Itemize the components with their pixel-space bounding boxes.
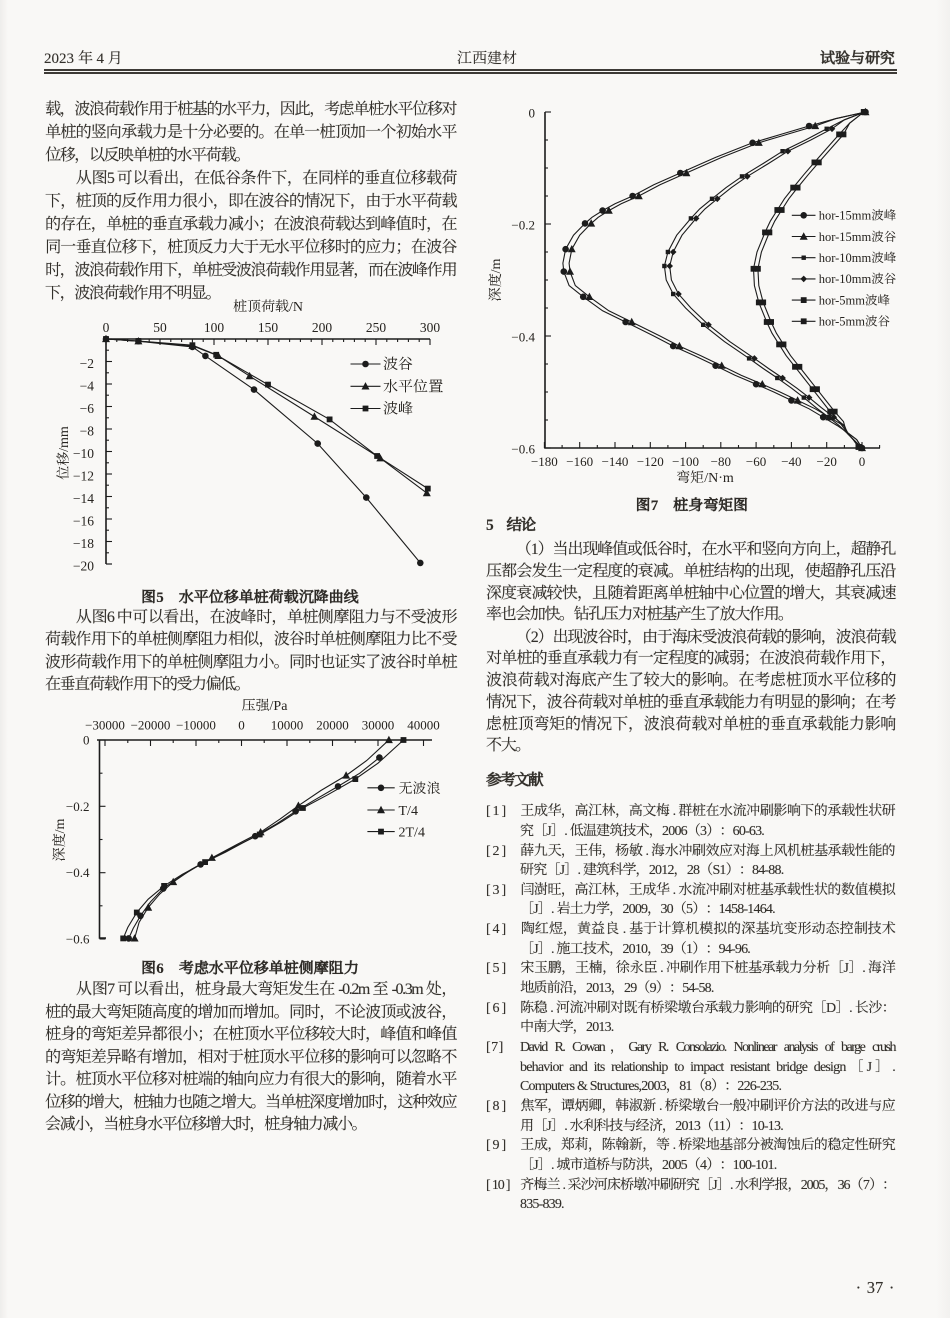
svg-text:−0.6: −0.6 [511,442,535,457]
svg-text:深度/m: 深度/m [485,259,505,302]
svg-text:−80: −80 [711,454,731,469]
svg-text:0: 0 [859,454,866,469]
svg-text:−14: −14 [73,491,94,506]
svg-text:−180: −180 [531,454,558,469]
svg-text:波峰: 波峰 [383,398,413,419]
svg-text:hor-10mm波峰: hor-10mm波峰 [819,248,897,266]
svg-text:−20000: −20000 [131,718,171,733]
svg-text:100: 100 [204,320,225,335]
svg-text:hor-5mm波谷: hor-5mm波谷 [819,312,891,330]
svg-text:200: 200 [312,320,333,335]
svg-text:−20: −20 [73,559,94,574]
svg-text:0: 0 [529,106,536,121]
svg-text:−100: −100 [672,454,699,469]
svg-text:hor-15mm波峰: hor-15mm波峰 [819,206,897,224]
svg-text:hor-5mm波峰: hor-5mm波峰 [819,290,891,308]
svg-text:−8: −8 [80,424,95,439]
svg-text:压强/Pa: 压强/Pa [242,695,289,715]
svg-text:−16: −16 [73,514,94,529]
svg-text:波谷: 波谷 [383,353,413,374]
svg-text:0: 0 [238,718,245,733]
svg-text:桩顶荷载/N: 桩顶荷载/N [233,296,303,316]
svg-text:30000: 30000 [362,718,395,733]
svg-text:−0.4: −0.4 [66,865,90,880]
svg-text:hor-15mm波谷: hor-15mm波谷 [819,227,897,245]
svg-text:−18: −18 [73,536,94,551]
svg-text:−10000: −10000 [176,718,216,733]
svg-text:−0.6: −0.6 [66,932,90,947]
svg-text:−0.2: −0.2 [511,218,535,233]
svg-text:−140: −140 [602,454,629,469]
svg-text:−160: −160 [566,454,593,469]
svg-text:−0.2: −0.2 [66,799,90,814]
svg-text:20000: 20000 [316,718,349,733]
svg-text:弯矩/N·m: 弯矩/N·m [676,467,734,487]
svg-text:300: 300 [420,320,441,335]
svg-text:0: 0 [83,733,90,748]
svg-text:10000: 10000 [271,718,304,733]
svg-text:T/4: T/4 [399,800,418,820]
svg-text:2T/4: 2T/4 [399,822,425,842]
svg-text:深度/m: 深度/m [49,819,69,862]
svg-text:−20: −20 [817,454,837,469]
svg-text:50: 50 [153,320,167,335]
svg-text:−10: −10 [73,446,94,461]
svg-text:位移/mm: 位移/mm [53,426,73,480]
svg-text:hor-10mm波谷: hor-10mm波谷 [819,269,897,287]
svg-text:无波浪: 无波浪 [399,778,441,798]
svg-text:−120: −120 [637,454,664,469]
svg-text:150: 150 [258,320,279,335]
svg-text:−2: −2 [80,356,94,371]
svg-text:40000: 40000 [407,718,440,733]
svg-text:−4: −4 [80,379,95,394]
svg-text:0: 0 [103,320,110,335]
svg-text:−6: −6 [80,401,95,416]
svg-text:250: 250 [366,320,387,335]
svg-text:−30000: −30000 [85,718,125,733]
svg-text:−12: −12 [73,469,94,484]
svg-text:−0.4: −0.4 [511,330,535,345]
svg-text:−60: −60 [746,454,766,469]
svg-text:−40: −40 [781,454,801,469]
svg-text:水平位置: 水平位置 [383,375,443,396]
